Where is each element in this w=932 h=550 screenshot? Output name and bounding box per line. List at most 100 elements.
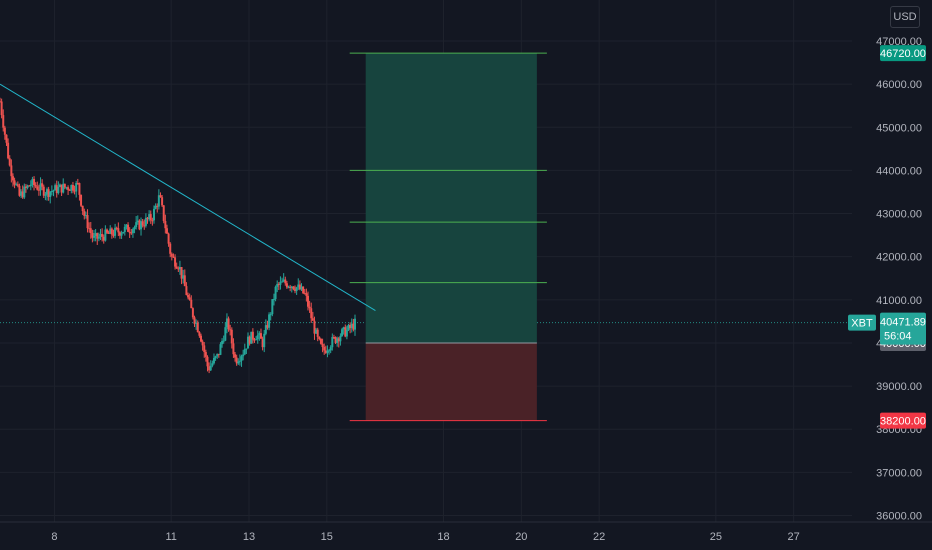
target-price-tag: 46720.00: [880, 48, 926, 60]
candle-body: [75, 183, 78, 192]
candle-body: [216, 353, 219, 357]
candle-body: [201, 341, 204, 346]
candle-body: [284, 279, 287, 284]
candle-body: [62, 183, 65, 193]
candle-body: [289, 286, 292, 289]
candle-body: [212, 357, 215, 364]
currency-button[interactable]: USD: [890, 6, 920, 28]
candle-body: [34, 185, 37, 187]
candle-body: [60, 184, 63, 193]
candle-body: [217, 353, 220, 355]
candle-body: [269, 314, 272, 316]
candle-body: [146, 217, 149, 220]
candle-body: [311, 318, 314, 321]
candle-body: [28, 185, 31, 187]
price-tick-label: 46000.00: [876, 79, 922, 91]
candle-body: [76, 183, 79, 185]
candle-body: [13, 180, 16, 185]
candle-body: [39, 183, 42, 191]
time-tick-label: 13: [243, 531, 255, 543]
candle-body: [300, 286, 303, 290]
candle-body: [54, 185, 57, 191]
time-axis[interactable]: 8 11 13 15 18 20 22 25 27: [0, 521, 932, 543]
candle-body: [222, 340, 225, 342]
candle-body: [281, 281, 284, 283]
candle-body: [240, 356, 243, 361]
candle-body: [195, 322, 198, 324]
candle-body: [328, 350, 331, 352]
candle-body: [23, 186, 26, 198]
candle-body: [352, 323, 355, 330]
candle-body: [114, 227, 117, 236]
long-position-tool[interactable]: [349, 52, 547, 422]
candle-body: [274, 286, 277, 300]
candle-body: [154, 205, 157, 209]
candle-body: [229, 329, 232, 331]
candle-body: [276, 284, 279, 287]
candle-body: [243, 349, 246, 355]
candle-body: [341, 329, 344, 336]
candle-body: [31, 178, 34, 185]
candle-body: [89, 228, 92, 233]
candle-body: [219, 344, 222, 355]
candle-body: [321, 343, 324, 348]
time-tick-label: 20: [515, 531, 527, 543]
candle-body: [71, 185, 74, 191]
candle-body: [182, 275, 185, 279]
candle-body: [272, 299, 275, 301]
candle-body: [109, 228, 112, 234]
time-tick-label: 15: [321, 531, 333, 543]
candle-body: [302, 286, 305, 294]
candle-body: [287, 286, 290, 288]
candle-body: [277, 284, 280, 286]
candle-body: [107, 232, 110, 234]
candle-body: [177, 268, 180, 270]
candle-body: [349, 324, 352, 329]
candle-body: [187, 295, 190, 298]
price-axis[interactable]: 36000.0037000.0038000.0039000.0040000.00…: [876, 36, 922, 523]
candle-body: [266, 325, 269, 328]
target-price-tag-bg: [880, 45, 926, 62]
candle-body: [238, 360, 241, 362]
candle-body: [211, 363, 214, 366]
candle-body: [310, 308, 313, 319]
candle-body: [200, 335, 203, 342]
candle-body: [52, 190, 55, 192]
time-tick-label: 22: [593, 531, 605, 543]
candle-body: [279, 281, 282, 285]
candle-body: [297, 284, 300, 288]
candle-body: [138, 220, 141, 230]
candle-body: [41, 183, 44, 187]
trendline-drawing[interactable]: [0, 83, 376, 312]
candle-body: [316, 329, 319, 337]
candle-body: [294, 289, 297, 292]
candle-body: [125, 224, 128, 227]
candle-body: [227, 318, 230, 330]
price-tick-label: 36000.00: [876, 511, 922, 523]
candle-body: [225, 318, 228, 328]
candle-body: [88, 228, 91, 230]
candle-body: [271, 299, 274, 315]
candle-body: [347, 324, 350, 330]
candle-body: [67, 187, 70, 190]
candle-body: [282, 279, 285, 282]
candle-body: [339, 335, 342, 342]
candle-body: [250, 331, 253, 344]
stop-price-tag-bg: [880, 412, 926, 429]
candle-body: [18, 185, 21, 196]
candle-body: [65, 187, 68, 189]
profit-zone: [365, 53, 537, 343]
candle-body: [203, 345, 206, 353]
candle-body: [83, 211, 86, 216]
candle-body: [214, 356, 217, 358]
candle-body: [110, 228, 113, 235]
candle-body: [345, 329, 348, 337]
symbol-tag-bg: [848, 314, 876, 331]
candle-body: [188, 297, 191, 300]
candle-body: [292, 286, 295, 290]
candle-body: [99, 233, 102, 237]
symbol-tag: XBT: [851, 318, 873, 330]
candle-body: [308, 306, 311, 309]
candle-body: [26, 185, 29, 188]
